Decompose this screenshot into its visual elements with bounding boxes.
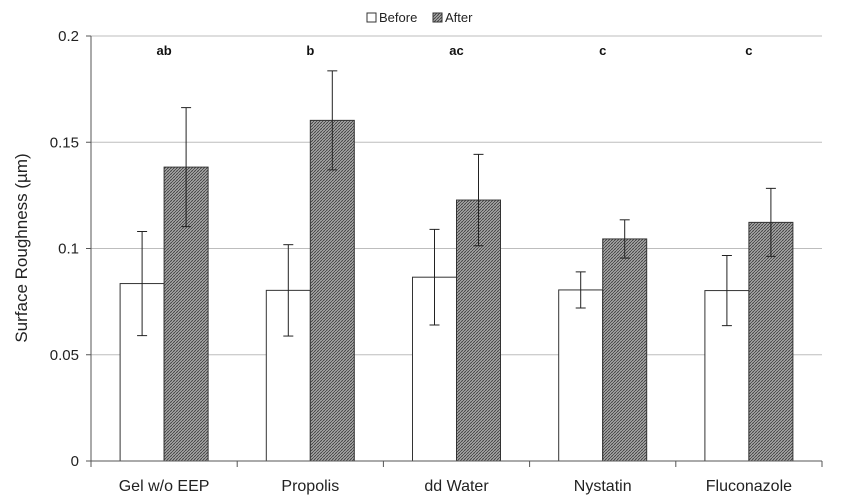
significance-label: c (599, 43, 606, 58)
y-tick-label: 0.1 (58, 241, 79, 258)
y-tick-label: 0.2 (58, 28, 79, 45)
legend: Before After (366, 10, 473, 25)
x-category-label: Propolis (281, 478, 339, 495)
legend-swatch-before (366, 12, 377, 23)
x-category-label: Gel w/o EEP (119, 478, 210, 495)
significance-label: b (306, 43, 314, 58)
legend-label-after: After (445, 10, 473, 25)
y-axis-title: Surface Roughness (µm) (12, 153, 31, 342)
significance-label: c (745, 43, 752, 58)
bar-after-1 (309, 119, 355, 462)
bar-after-3 (602, 238, 648, 462)
bar-before-3 (558, 289, 604, 462)
legend-label-before: Before (379, 10, 417, 25)
labels: 0 0.05 0.1 0.15 0.2 Gel w/o EEP ab Propolis b dd … (50, 28, 792, 495)
bar-after-4 (748, 221, 794, 462)
significance-label: ac (449, 43, 463, 58)
x-category-label: Fluconazole (706, 478, 792, 495)
x-category-label: dd Water (424, 478, 489, 495)
bars (119, 70, 794, 462)
x-category-label: Nystatin (574, 478, 632, 495)
y-tick-label: 0.15 (50, 134, 79, 151)
y-tick-label: 0 (71, 453, 79, 470)
axes (86, 35, 823, 467)
significance-label: ab (157, 43, 172, 58)
y-tick-label: 0.05 (50, 347, 79, 364)
legend-swatch-after (432, 12, 443, 23)
